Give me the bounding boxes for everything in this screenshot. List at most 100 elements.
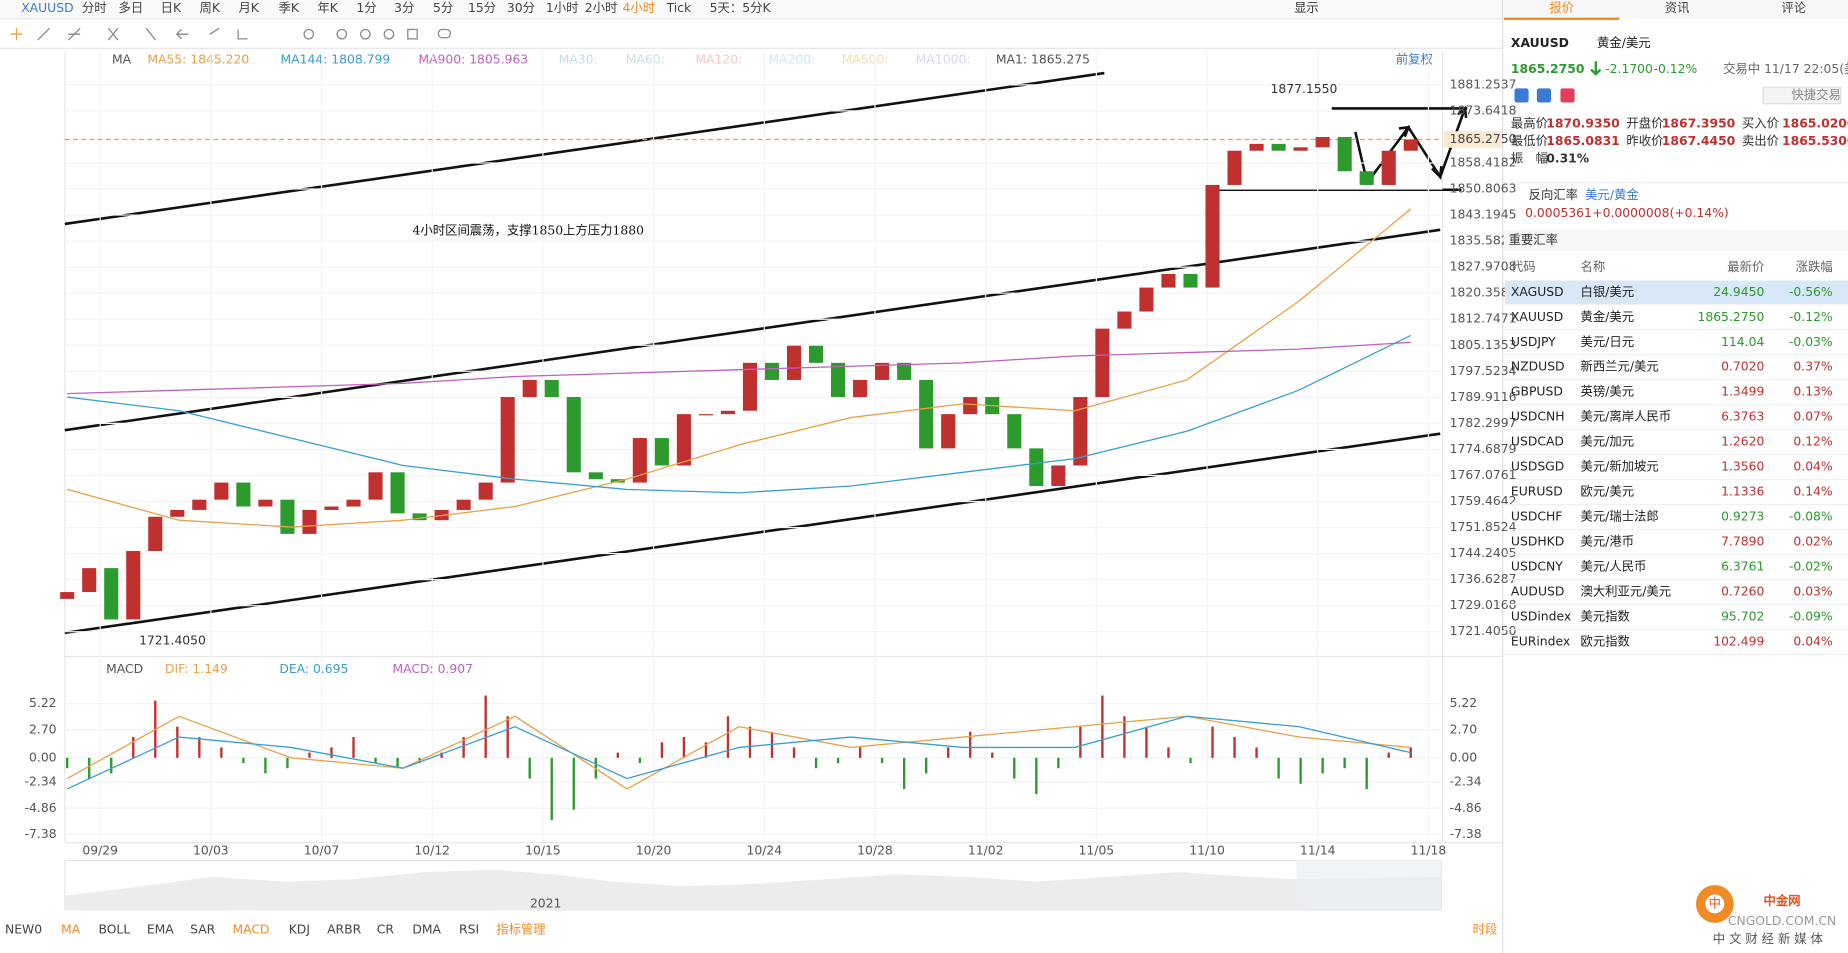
- table-cell: -0.02%: [1789, 560, 1833, 574]
- candle: [1029, 448, 1044, 486]
- date-label: 11/18: [1411, 843, 1447, 857]
- table-cell[interactable]: XAUUSD: [1511, 310, 1563, 324]
- reverse-value: 0.0005361: [1525, 206, 1592, 220]
- table-cell: 0.7020: [1721, 360, 1764, 374]
- macd-legend: DIF: 1.149: [165, 662, 228, 676]
- table-cell: 0.9273: [1721, 510, 1764, 524]
- table-cell[interactable]: USDindex: [1511, 610, 1571, 624]
- candle: [192, 499, 207, 510]
- table-cell: 6.3761: [1721, 560, 1764, 574]
- table-cell: 白银/美元: [1580, 284, 1634, 299]
- display-menu[interactable]: 显示: [1294, 1, 1319, 15]
- period-tab[interactable]: 月K: [238, 1, 259, 15]
- table-header: 最新价: [1727, 259, 1764, 274]
- quick-trade-btn[interactable]: [1762, 86, 1842, 105]
- panel-change: -2.1700: [1605, 62, 1653, 76]
- macd-tick-left: 5.22: [29, 696, 57, 710]
- table-cell: 95.702: [1721, 610, 1764, 624]
- candle: [60, 592, 75, 599]
- period-tab[interactable]: 30分: [507, 1, 535, 15]
- date-label: 10/28: [857, 843, 893, 857]
- candle: [500, 397, 515, 483]
- macd-bar: [550, 757, 553, 821]
- table-cell[interactable]: AUDUSD: [1511, 585, 1564, 599]
- period-tab[interactable]: 周K: [200, 1, 221, 15]
- macd-bar: [925, 757, 928, 774]
- macd-bar: [947, 747, 950, 758]
- table-cell: -0.12%: [1789, 310, 1833, 324]
- period-tab[interactable]: 4小时: [622, 1, 655, 15]
- navigator-window[interactable]: [1296, 860, 1442, 910]
- table-cell[interactable]: USDHKD: [1511, 535, 1564, 549]
- drawing-tools[interactable]: [10, 27, 451, 41]
- period-tab[interactable]: 15分: [468, 1, 496, 15]
- session-toggle[interactable]: 时段: [1473, 921, 1498, 936]
- indicator-tab[interactable]: MA: [61, 922, 81, 936]
- indicator-tab[interactable]: ARBR: [327, 922, 362, 936]
- table-cell[interactable]: NZDUSD: [1511, 360, 1565, 374]
- period-tab[interactable]: 5分: [433, 1, 453, 15]
- panel-tab[interactable]: 资讯: [1665, 1, 1690, 15]
- candle: [654, 438, 669, 466]
- top-toolbar: [0, 0, 1503, 19]
- table-cell: 0.02%: [1793, 535, 1833, 549]
- indicator-tab[interactable]: SAR: [190, 922, 216, 936]
- macd-tick-right: 0.00: [1450, 750, 1478, 764]
- table-cell[interactable]: USDCNY: [1511, 560, 1563, 574]
- candle: [1359, 171, 1374, 185]
- period-tab[interactable]: Tick: [666, 1, 692, 15]
- table-cell[interactable]: USDCAD: [1511, 435, 1564, 449]
- period-tab[interactable]: 2小时: [585, 1, 618, 15]
- indicator-tab[interactable]: KDJ: [289, 922, 310, 936]
- table-cell[interactable]: EURUSD: [1511, 485, 1563, 499]
- indicator-tab[interactable]: CR: [377, 922, 395, 936]
- indicator-tab[interactable]: NEW0: [5, 922, 42, 936]
- candle: [368, 472, 383, 500]
- period-tab[interactable]: 1小时: [546, 1, 579, 15]
- indicator-tab[interactable]: DMA: [412, 922, 441, 936]
- adjust-toggle[interactable]: 前复权: [1396, 52, 1433, 67]
- table-header: 名称: [1580, 259, 1605, 274]
- table-cell[interactable]: EURindex: [1511, 635, 1570, 649]
- table-cell[interactable]: USDJPY: [1511, 335, 1556, 349]
- panel-icon[interactable]: [1560, 88, 1575, 103]
- panel-icon[interactable]: [1514, 88, 1529, 103]
- watermark-brand: 中金网: [1763, 893, 1800, 908]
- period-tab[interactable]: 年K: [317, 1, 338, 15]
- period-tab[interactable]: 季K: [279, 1, 300, 15]
- panel-tabs-bg: [1503, 0, 1848, 19]
- candle: [1293, 147, 1308, 151]
- table-cell[interactable]: USDCHF: [1511, 510, 1562, 524]
- indicator-tab[interactable]: 指标管理: [496, 921, 545, 936]
- macd-bar: [1299, 757, 1302, 784]
- indicator-tab[interactable]: BOLL: [98, 922, 130, 936]
- candle: [764, 362, 780, 380]
- indicator-tab[interactable]: RSI: [459, 922, 479, 936]
- table-cell[interactable]: USDCNH: [1511, 410, 1565, 424]
- period-tab[interactable]: 5天：5分K: [710, 1, 772, 15]
- candle: [82, 568, 97, 593]
- period-tab[interactable]: 1分: [356, 1, 376, 15]
- period-tab[interactable]: 日K: [161, 1, 182, 15]
- row-highlight: [1505, 280, 1848, 305]
- symbol-tab[interactable]: XAUUSD: [21, 1, 73, 15]
- table-cell[interactable]: GBPUSD: [1511, 385, 1563, 399]
- panel-tab[interactable]: 报价: [1549, 0, 1574, 15]
- table-cell: 0.13%: [1793, 385, 1833, 399]
- indicator-tab[interactable]: EMA: [147, 922, 174, 936]
- macd-bar: [748, 726, 752, 758]
- macd-bar: [616, 752, 620, 758]
- candle: [346, 499, 361, 507]
- table-cell[interactable]: USDSGD: [1511, 460, 1564, 474]
- table-cell: -0.03%: [1789, 335, 1833, 349]
- period-tab[interactable]: 3分: [394, 1, 414, 15]
- ma-legend: MA1: 1865.275: [996, 53, 1090, 67]
- table-cell[interactable]: XAGUSD: [1511, 285, 1564, 299]
- panel-tab[interactable]: 评论: [1781, 1, 1806, 15]
- period-tab[interactable]: 分时: [82, 1, 107, 15]
- panel-icon[interactable]: [1536, 88, 1551, 103]
- macd-bar: [440, 752, 443, 758]
- indicator-tab[interactable]: MACD: [233, 922, 270, 936]
- period-tab[interactable]: 多日: [118, 1, 143, 15]
- macd-bar: [66, 757, 69, 769]
